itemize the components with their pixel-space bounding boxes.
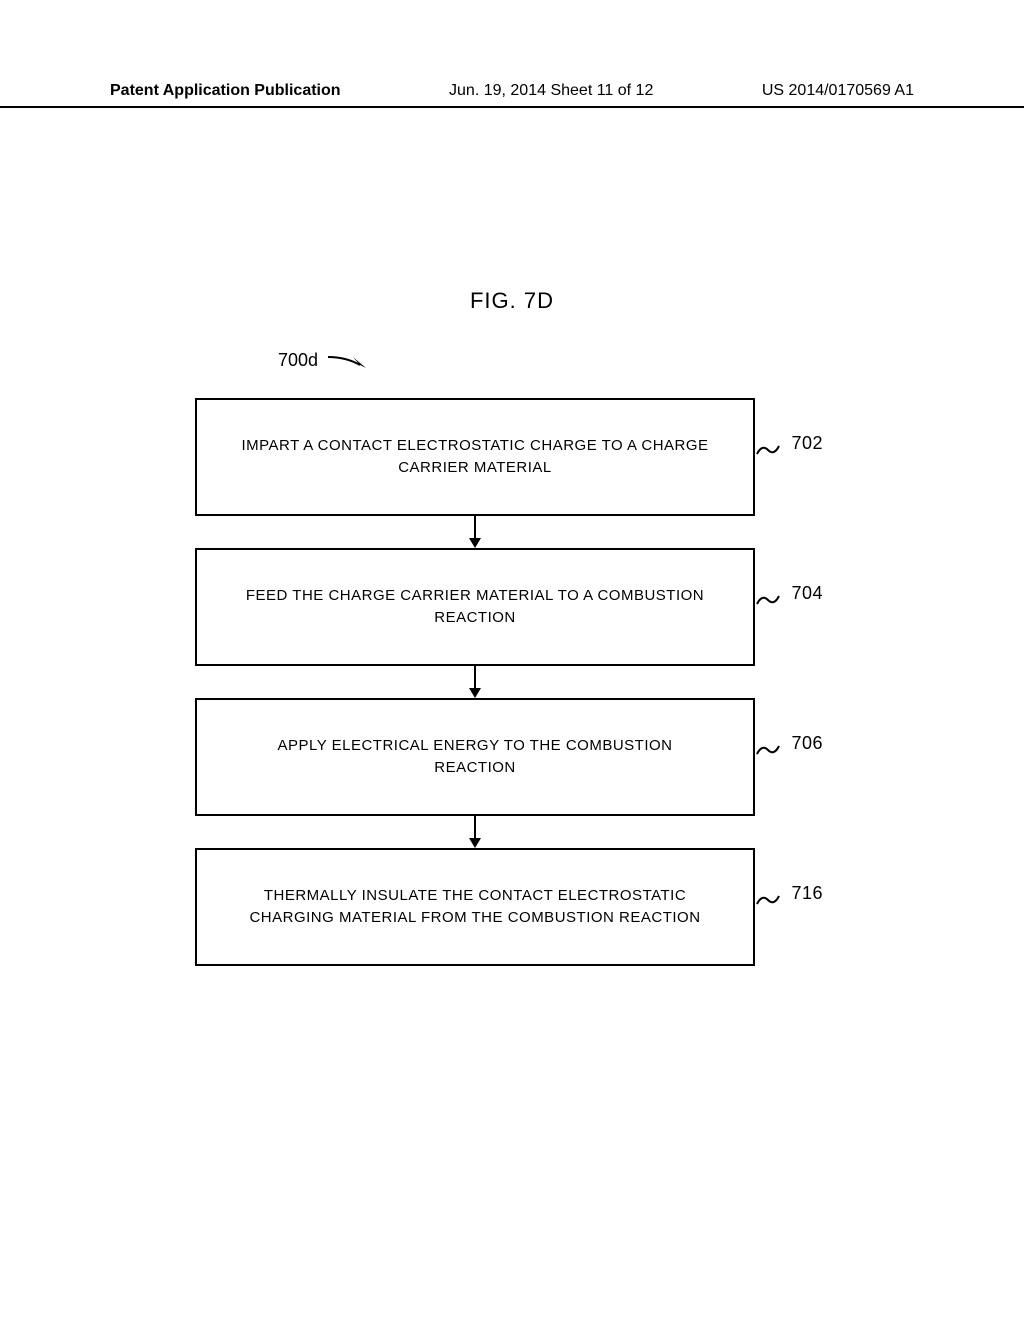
flowchart-step-number: 704 bbox=[791, 580, 823, 607]
flowchart-step-text: FEED THE CHARGE CARRIER MATERIAL TO A CO… bbox=[237, 585, 713, 630]
flowchart-connector bbox=[195, 516, 755, 548]
flowchart-step-text: THERMALLY INSULATE THE CONTACT ELECTROST… bbox=[237, 885, 713, 930]
header-right: US 2014/0170569 A1 bbox=[762, 82, 914, 100]
page: Patent Application Publication Jun. 19, … bbox=[0, 0, 1024, 1320]
connector-tilde-icon bbox=[755, 740, 781, 760]
page-header: Patent Application Publication Jun. 19, … bbox=[0, 82, 1024, 108]
reference-arrow-icon bbox=[326, 351, 374, 371]
connector-tilde-icon bbox=[755, 590, 781, 610]
flowchart-connector bbox=[195, 816, 755, 848]
arrow-down-icon bbox=[465, 816, 485, 848]
flowchart-step-number: 716 bbox=[791, 880, 823, 907]
flowchart-step-text: IMPART A CONTACT ELECTROSTATIC CHARGE TO… bbox=[237, 435, 713, 480]
header-mid: Jun. 19, 2014 Sheet 11 of 12 bbox=[449, 82, 653, 100]
figure-reference-label: 700d bbox=[278, 350, 374, 371]
header-left: Patent Application Publication bbox=[110, 82, 341, 100]
connector-tilde-icon bbox=[755, 440, 781, 460]
arrow-down-icon bbox=[465, 516, 485, 548]
flowchart-step-number: 706 bbox=[791, 730, 823, 757]
arrow-down-icon bbox=[465, 666, 485, 698]
connector-tilde-icon bbox=[755, 890, 781, 910]
figure-reference-text: 700d bbox=[278, 350, 318, 371]
figure-title: FIG. 7D bbox=[0, 288, 1024, 314]
flowchart-step: APPLY ELECTRICAL ENERGY TO THE COMBUSTIO… bbox=[195, 698, 755, 816]
flowchart-connector bbox=[195, 666, 755, 698]
flowchart-step: FEED THE CHARGE CARRIER MATERIAL TO A CO… bbox=[195, 548, 755, 666]
flowchart-step: THERMALLY INSULATE THE CONTACT ELECTROST… bbox=[195, 848, 755, 966]
flowchart-step-text: APPLY ELECTRICAL ENERGY TO THE COMBUSTIO… bbox=[237, 735, 713, 780]
flowchart: IMPART A CONTACT ELECTROSTATIC CHARGE TO… bbox=[195, 398, 755, 966]
flowchart-step: IMPART A CONTACT ELECTROSTATIC CHARGE TO… bbox=[195, 398, 755, 516]
flowchart-step-number: 702 bbox=[791, 430, 823, 457]
